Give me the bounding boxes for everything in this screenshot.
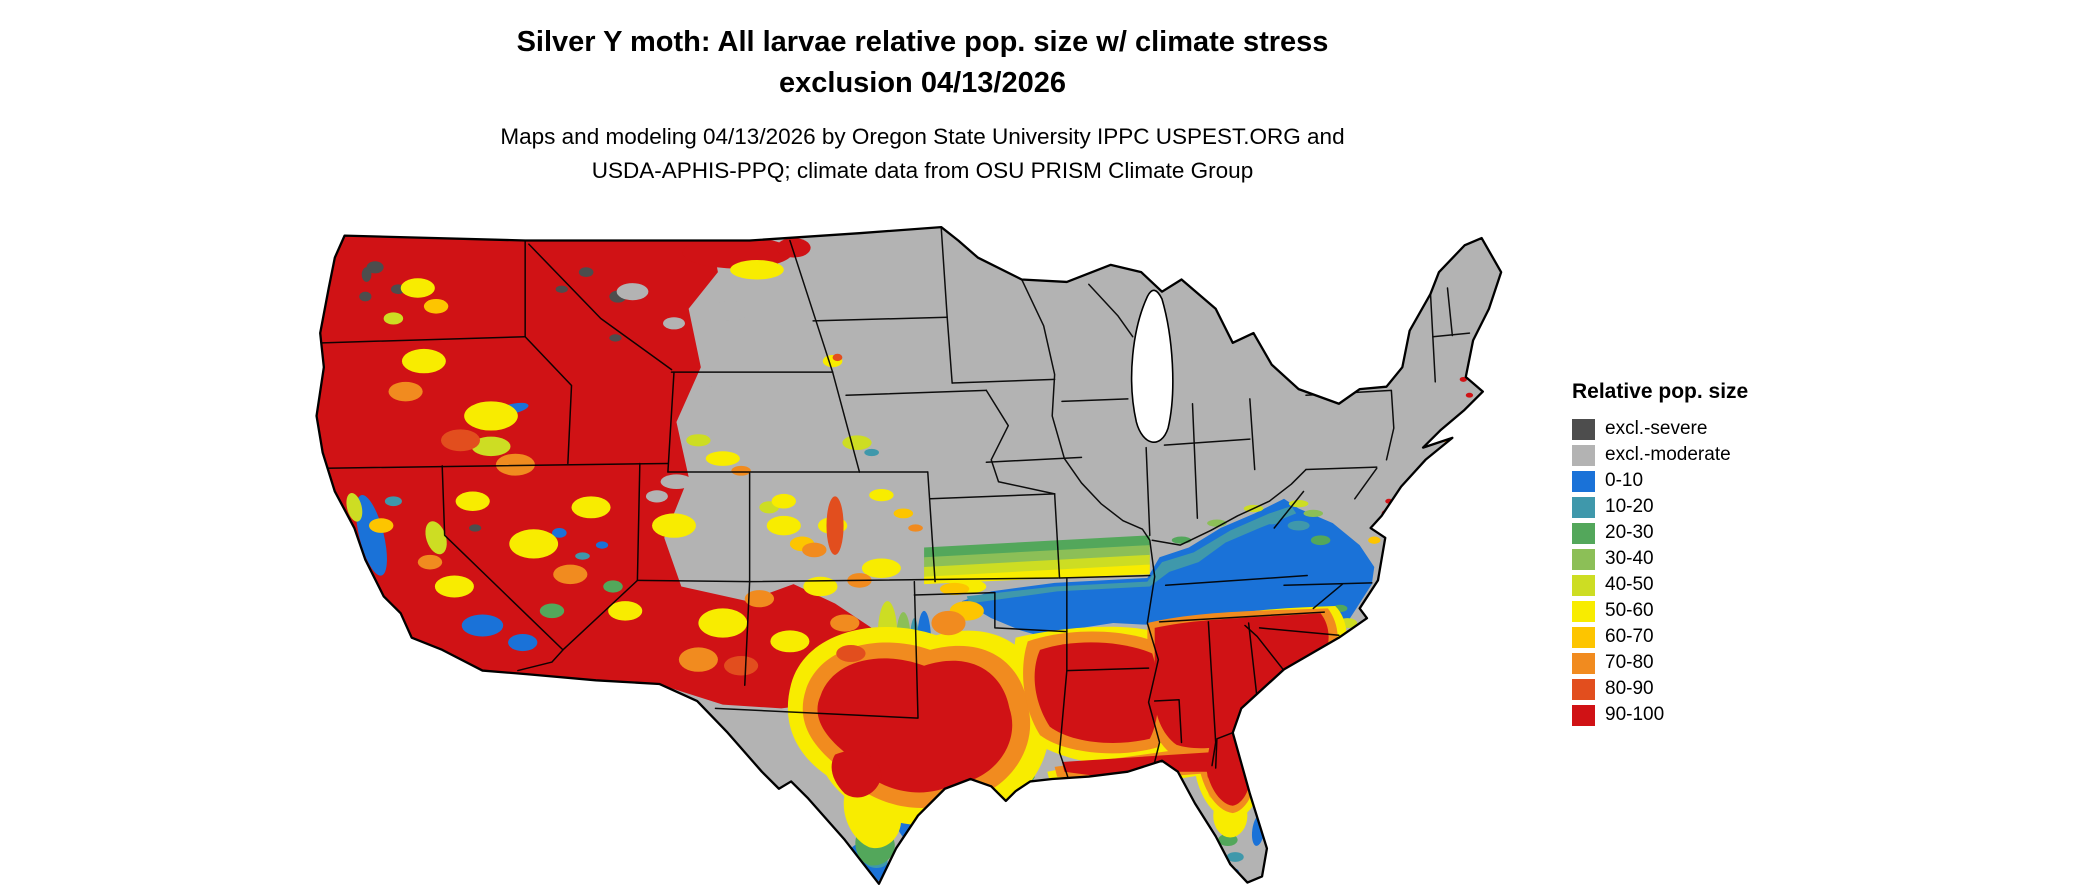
subtitle-line1: Maps and modeling 04/13/2026 by Oregon S… — [500, 124, 1345, 149]
legend-swatch — [1572, 444, 1595, 466]
legend-swatch — [1572, 548, 1595, 570]
legend-swatch — [1572, 652, 1595, 674]
legend-item: 60-70 — [1572, 624, 1748, 650]
page-title-line2: exclusion 04/13/2026 — [779, 67, 1066, 99]
lake-michigan — [1132, 290, 1173, 442]
legend-label: 90-100 — [1605, 704, 1665, 725]
legend-label: 80-90 — [1605, 678, 1654, 699]
legend-swatch — [1572, 626, 1595, 648]
subtitle-line2: USDA-APHIS-PPQ; climate data from OSU PR… — [591, 158, 1254, 183]
legend-item: 10-20 — [1572, 494, 1748, 520]
legend-swatch — [1572, 574, 1595, 596]
legend-item: excl.-moderate — [1572, 442, 1748, 468]
layer-excl-severe — [359, 261, 627, 532]
state-borders — [318, 227, 1470, 787]
legend-swatch — [1572, 496, 1595, 518]
legend-label: 50-60 — [1605, 600, 1654, 621]
legend-item: excl.-severe — [1572, 416, 1748, 442]
header: Silver Y moth: All larvae relative pop. … — [0, 22, 1845, 188]
legend-item: 80-90 — [1572, 676, 1748, 702]
legend-item: 90-100 — [1572, 702, 1748, 728]
legend-label: 40-50 — [1605, 574, 1654, 595]
legend-swatch — [1572, 470, 1595, 492]
legend-item: 30-40 — [1572, 546, 1748, 572]
legend-label: 70-80 — [1605, 652, 1654, 673]
legend-label: 30-40 — [1605, 548, 1654, 569]
legend-item: 70-80 — [1572, 650, 1748, 676]
legend-item: 20-30 — [1572, 520, 1748, 546]
legend-label: 60-70 — [1605, 626, 1654, 647]
legend-label: 10-20 — [1605, 496, 1654, 517]
us-map-svg — [308, 221, 1528, 885]
legend-item: 0-10 — [1572, 468, 1748, 494]
subtitle: Maps and modeling 04/13/2026 by Oregon S… — [0, 120, 1845, 188]
page-title-line1: Silver Y moth: All larvae relative pop. … — [516, 26, 1329, 58]
layer-80-90 — [440, 353, 1227, 782]
legend-swatch — [1572, 678, 1595, 700]
layer-south-90-100 — [786, 240, 1474, 806]
legend-item: 50-60 — [1572, 598, 1748, 624]
legend-swatch — [1572, 522, 1595, 544]
us-outline — [317, 227, 1502, 884]
legend-swatch — [1572, 418, 1595, 440]
legend-swatch — [1572, 704, 1595, 726]
legend-label: 0-10 — [1605, 470, 1644, 491]
legend-item: 40-50 — [1572, 572, 1748, 598]
legend: Relative pop. size excl.-severe excl.-mo… — [1572, 380, 1748, 728]
legend-label: excl.-moderate — [1605, 444, 1731, 465]
legend-swatch — [1572, 600, 1595, 622]
legend-label: excl.-severe — [1605, 418, 1708, 439]
legend-label: 20-30 — [1605, 522, 1654, 543]
layer-gray-patches — [616, 283, 750, 503]
legend-title: Relative pop. size — [1572, 380, 1749, 403]
us-distribution-map — [308, 221, 1528, 885]
